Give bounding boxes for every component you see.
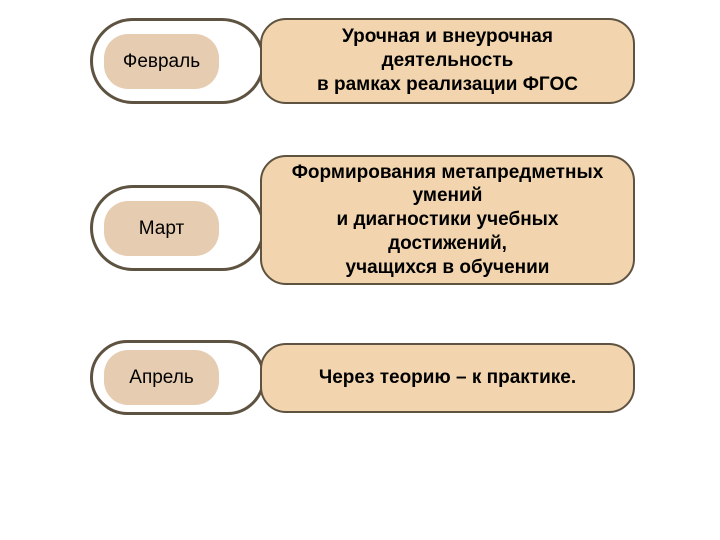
- diagram-row: Формирования метапредметных умений и диа…: [90, 155, 650, 285]
- month-label: Апрель: [104, 350, 219, 405]
- month-label: Март: [104, 201, 219, 256]
- content-box: Урочная и внеурочная деятельность в рамк…: [260, 18, 635, 104]
- month-label: Февраль: [104, 34, 219, 89]
- content-box: Формирования метапредметных умений и диа…: [260, 155, 635, 285]
- diagram-row: Урочная и внеурочная деятельность в рамк…: [90, 18, 650, 104]
- content-box: Через теорию – к практике.: [260, 343, 635, 413]
- diagram-row: Через теорию – к практике. Апрель: [90, 340, 650, 415]
